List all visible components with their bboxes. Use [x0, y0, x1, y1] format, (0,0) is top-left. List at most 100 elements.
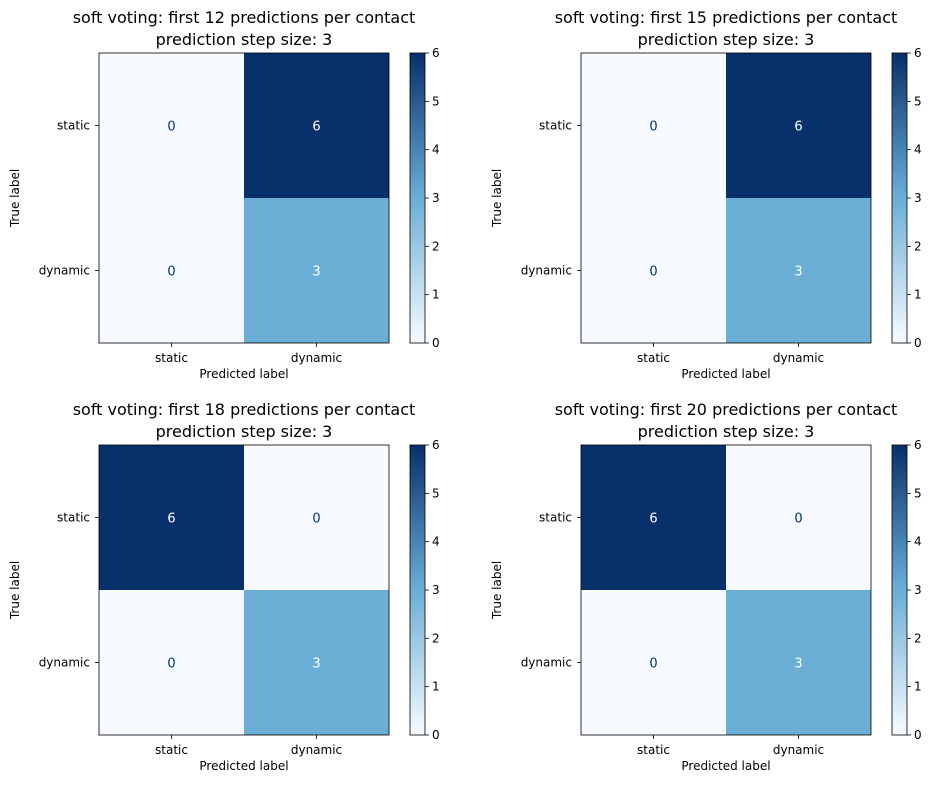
x-tick-label: static: [637, 351, 670, 365]
heatmap-cell: [244, 445, 389, 590]
chart-subtitle: prediction step size: 3: [638, 422, 815, 441]
cell-value-label: 0: [312, 512, 320, 527]
colorbar-tick-label: 4: [914, 143, 922, 157]
heatmap-cell: [99, 198, 244, 343]
cell-value-label: 0: [167, 265, 175, 280]
x-axis-label: Predicted label: [681, 759, 770, 773]
colorbar-tick-label: 5: [914, 94, 922, 108]
chart-title: soft voting: first 12 predictions per co…: [73, 8, 416, 27]
heatmap-cell: [99, 53, 244, 198]
cell-value-label: 0: [649, 265, 657, 280]
colorbar-tick-label: 2: [432, 239, 440, 253]
cell-value-label: 0: [167, 120, 175, 135]
heatmap-cell: [99, 445, 244, 590]
cell-value-label: 3: [794, 265, 802, 280]
colorbar-tick-label: 3: [914, 191, 922, 205]
cell-value-label: 0: [649, 657, 657, 672]
colorbar: [891, 444, 908, 736]
heatmap-cell: [244, 53, 389, 198]
colorbar: [409, 444, 426, 736]
y-tick-label: dynamic: [521, 656, 572, 670]
colorbar-tick-label: 2: [914, 239, 922, 253]
chart-title: soft voting: first 20 predictions per co…: [555, 400, 898, 419]
x-tick-label: dynamic: [773, 351, 824, 365]
x-tick-label: static: [155, 351, 188, 365]
confusion-matrix-panel-3: soft voting: first 18 predictions per co…: [8, 400, 440, 773]
y-axis-label: True label: [8, 169, 22, 228]
chart-subtitle: prediction step size: 3: [638, 30, 815, 49]
colorbar: [891, 52, 908, 344]
heatmap-cell: [244, 198, 389, 343]
colorbar-tick-label: 6: [432, 438, 440, 452]
cell-value-label: 0: [167, 657, 175, 672]
x-axis-label: Predicted label: [199, 759, 288, 773]
cell-value-label: 6: [649, 512, 657, 527]
y-tick-label: static: [57, 119, 90, 133]
y-axis-label: True label: [490, 561, 504, 620]
cell-value-label: 3: [312, 265, 320, 280]
colorbar-tick-label: 0: [914, 728, 922, 742]
cell-value-label: 6: [794, 120, 802, 135]
y-axis-label: True label: [490, 169, 504, 228]
heatmap-cell: [726, 445, 871, 590]
colorbar-tick-label: 3: [432, 191, 440, 205]
confusion-matrix-panel-4: soft voting: first 20 predictions per co…: [490, 400, 922, 773]
heatmap-cell: [726, 198, 871, 343]
heatmap-cell: [581, 590, 726, 735]
y-tick-label: static: [57, 511, 90, 525]
colorbar-tick-label: 1: [432, 288, 440, 302]
colorbar-tick-label: 4: [914, 535, 922, 549]
colorbar-tick-label: 0: [432, 336, 440, 350]
x-axis-label: Predicted label: [199, 367, 288, 381]
colorbar-tick-label: 3: [914, 583, 922, 597]
heatmap-cell: [581, 198, 726, 343]
colorbar-tick-label: 1: [914, 680, 922, 694]
colorbar-tick-label: 2: [432, 631, 440, 645]
y-tick-label: dynamic: [39, 656, 90, 670]
heatmap-cell: [99, 590, 244, 735]
colorbar-tick-label: 2: [914, 631, 922, 645]
cell-value-label: 6: [312, 120, 320, 135]
x-tick-label: dynamic: [291, 743, 342, 757]
chart-title: soft voting: first 18 predictions per co…: [73, 400, 416, 419]
matrix-frame: [98, 444, 390, 736]
x-axis-label: Predicted label: [681, 367, 770, 381]
colorbar-tick-label: 1: [432, 680, 440, 694]
x-tick-label: static: [637, 743, 670, 757]
colorbar-tick-label: 3: [432, 583, 440, 597]
heatmap-cell: [581, 53, 726, 198]
cell-value-label: 3: [312, 657, 320, 672]
colorbar-tick-label: 5: [432, 94, 440, 108]
colorbar-tick-label: 0: [914, 336, 922, 350]
heatmap-cell: [244, 590, 389, 735]
cell-value-label: 0: [649, 120, 657, 135]
chart-title: soft voting: first 15 predictions per co…: [555, 8, 898, 27]
colorbar-tick-label: 6: [914, 46, 922, 60]
y-tick-label: dynamic: [521, 264, 572, 278]
x-tick-label: dynamic: [773, 743, 824, 757]
colorbar-tick-label: 4: [432, 143, 440, 157]
cell-value-label: 0: [794, 512, 802, 527]
x-tick-label: static: [155, 743, 188, 757]
chart-subtitle: prediction step size: 3: [156, 422, 333, 441]
confusion-matrix-panel-1: soft voting: first 12 predictions per co…: [8, 8, 440, 381]
y-tick-label: static: [539, 119, 572, 133]
heatmap-cell: [581, 445, 726, 590]
confusion-matrix-panel-2: soft voting: first 15 predictions per co…: [490, 8, 922, 381]
heatmap-cell: [726, 53, 871, 198]
x-tick-label: dynamic: [291, 351, 342, 365]
matrix-frame: [98, 52, 390, 344]
colorbar-tick-label: 0: [432, 728, 440, 742]
colorbar-tick-label: 1: [914, 288, 922, 302]
chart-subtitle: prediction step size: 3: [156, 30, 333, 49]
colorbar-tick-label: 6: [914, 438, 922, 452]
cell-value-label: 6: [167, 512, 175, 527]
colorbar-tick-label: 5: [432, 486, 440, 500]
y-tick-label: static: [539, 511, 572, 525]
y-tick-label: dynamic: [39, 264, 90, 278]
cell-value-label: 3: [794, 657, 802, 672]
heatmap-cell: [726, 590, 871, 735]
colorbar: [409, 52, 426, 344]
colorbar-tick-label: 4: [432, 535, 440, 549]
